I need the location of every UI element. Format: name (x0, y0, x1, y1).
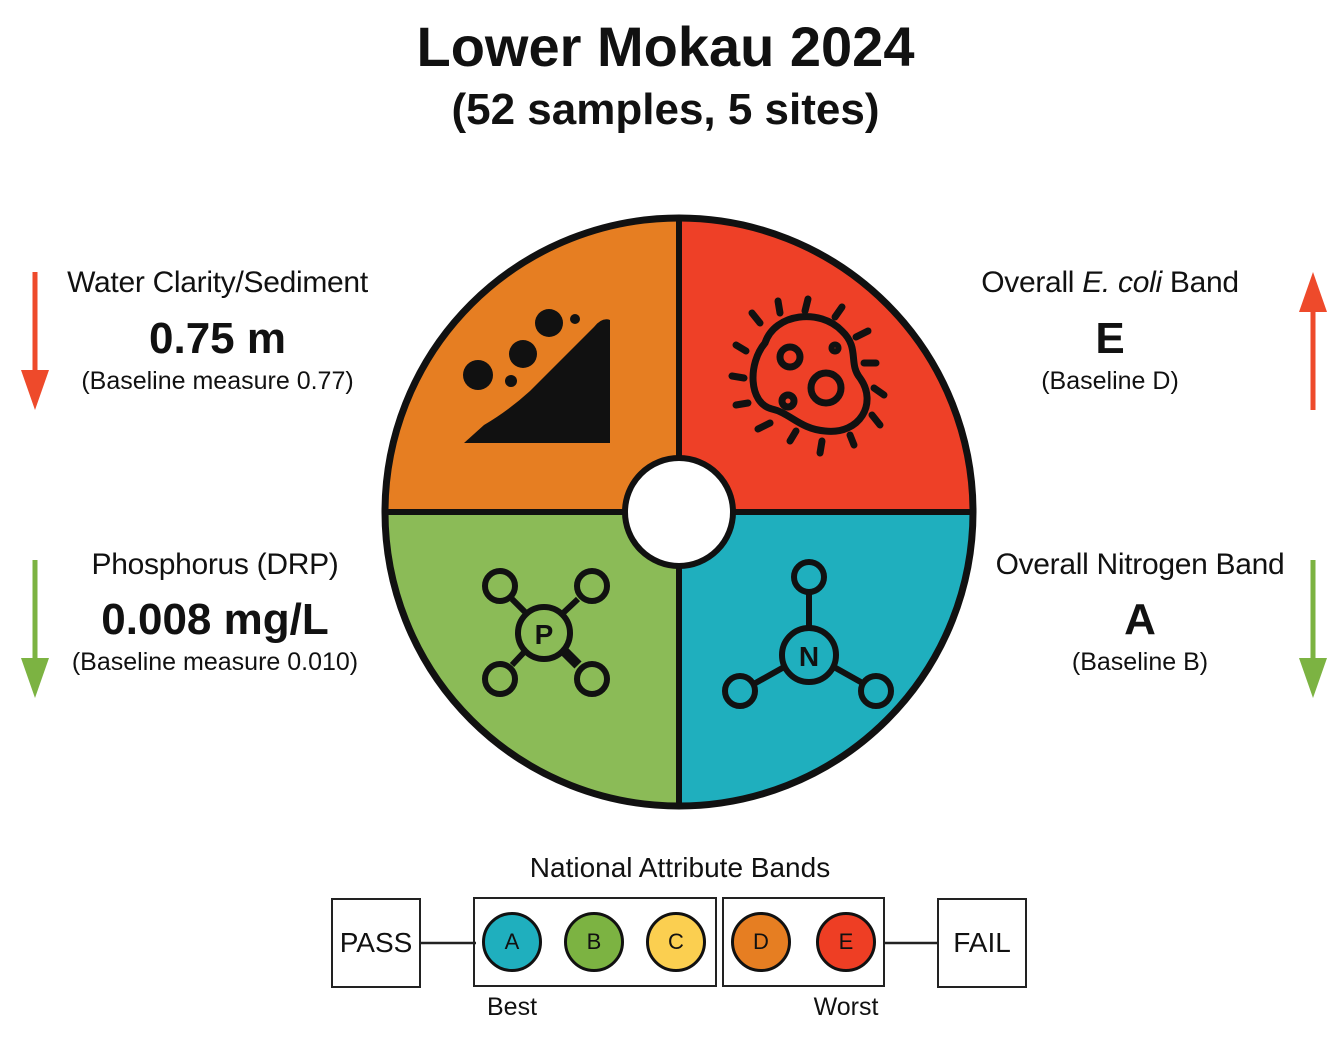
band-c-badge: C (646, 912, 706, 972)
nitrogen-label: Overall Nitrogen Band (995, 548, 1285, 581)
arrow-up-red-icon (1299, 272, 1327, 410)
ecoli-label: Overall E. coli Band (940, 265, 1280, 301)
phosphorus-icon-letter: P (535, 619, 554, 650)
legend-pass-box: PASS (331, 898, 421, 988)
legend-pass-group (473, 897, 717, 987)
nitrogen-molecule-icon (722, 559, 894, 709)
sediment-value: 0.75 m (149, 314, 286, 363)
legend-best-label: Best (486, 993, 538, 1021)
legend-connectors (420, 941, 940, 945)
page-subtitle: (52 samples, 5 sites) (451, 85, 880, 134)
nitrogen-baseline: (Baseline B) (1071, 648, 1209, 676)
legend-worst-label: Worst (813, 993, 879, 1021)
legend-fail-box: FAIL (937, 898, 1027, 988)
band-b-badge: B (564, 912, 624, 972)
arrow-down-green-icon (1299, 560, 1327, 698)
sediment-baseline: (Baseline measure 0.77) (81, 367, 354, 395)
ecoli-baseline: (Baseline D) (1041, 367, 1179, 395)
page-title: Lower Mokau 2024 (416, 15, 915, 78)
ecoli-value: E (1095, 314, 1125, 363)
wheel-center (622, 455, 736, 569)
bacteria-icon (728, 295, 888, 457)
band-d-badge: D (731, 912, 791, 972)
ecoli-quadrant (679, 218, 973, 512)
phosphorus-label: Phosphorus (DRP) (91, 548, 339, 581)
phosphorus-baseline: (Baseline measure 0.010) (71, 648, 359, 676)
legend-title: National Attribute Bands (529, 852, 831, 883)
sediment-label: Water Clarity/Sediment (67, 266, 368, 299)
arrow-down-green-icon (21, 560, 49, 698)
quadrant-wheel: P N (381, 214, 977, 810)
ecoli-label-prefix: Overall (981, 266, 1083, 299)
sediment-quadrant (385, 218, 679, 512)
ecoli-label-italic: E. coli (1082, 266, 1162, 299)
sediment-slope-icon (463, 309, 610, 443)
phosphorus-molecule-icon (482, 568, 610, 697)
nitrogen-value: A (1124, 595, 1156, 644)
band-a-badge: A (482, 912, 542, 972)
arrow-down-red-icon (21, 272, 49, 410)
nitrogen-icon-letter: N (799, 641, 819, 672)
legend-fail-group (722, 897, 885, 987)
ecoli-label-suffix: Band (1161, 266, 1239, 299)
band-e-badge: E (816, 912, 876, 972)
phosphorus-value: 0.008 mg/L (101, 595, 329, 644)
